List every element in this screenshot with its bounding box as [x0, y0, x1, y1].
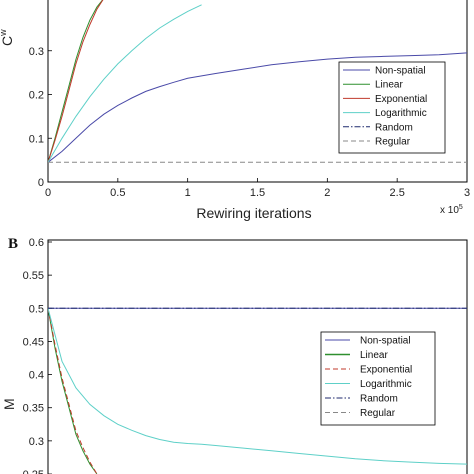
- panel-a-legend-label: Regular: [375, 137, 411, 148]
- panel-a-xtick-label: 0: [45, 187, 51, 199]
- panel-a-x-multiplier-base: x 10: [440, 205, 459, 216]
- panel-a-legend-label: Random: [375, 122, 413, 133]
- panel-a-series-non-spatial: [48, 52, 467, 163]
- panel-a-ytick-label: 0.3: [29, 46, 44, 58]
- panel-a-xtick-label: 1: [185, 187, 191, 199]
- panel-b-legend-label: Linear: [360, 350, 388, 361]
- panel-b-ytick-label: 0.25: [23, 469, 44, 474]
- panel-b-series-logarithmic: [48, 308, 467, 465]
- panel-a-xtick-label: 2.5: [390, 187, 405, 199]
- panel-b-legend-label: Random: [360, 394, 398, 405]
- panel-b-ytick-label: 0.3: [29, 436, 44, 448]
- panel-a-chart: 0 0.5 1 1.5 2 2.5 3 0 0.1 0.2 0.3 Cw Rewiring ite…: [0, 0, 470, 221]
- panel-a-ylabel-sup: w: [0, 29, 8, 37]
- panel-b-legend-box: [320, 331, 436, 426]
- panel-a-legend: Non-spatial Linear Exponential Logarithmic R…: [338, 61, 446, 154]
- panel-b-ytick-label: 0.6: [29, 237, 44, 249]
- panel-b-label: B: [8, 236, 18, 252]
- panel-a-legend-label: Logarithmic: [375, 108, 427, 119]
- panel-b-series-exponential: [48, 308, 98, 474]
- panel-a-xtick-label: 2: [324, 187, 330, 199]
- panel-b-axes-frame: [47, 239, 468, 474]
- panel-b-ytick-label: 0.5: [29, 303, 44, 315]
- panel-a-series-linear: [48, 0, 104, 163]
- panel-a-ytick-label: 0.1: [29, 133, 44, 145]
- panel-a-legend-label: Exponential: [375, 94, 427, 105]
- panel-a-ylabel: Cw: [0, 29, 15, 46]
- panel-a-ytick-label: 0.2: [29, 90, 44, 102]
- panel-b-ytick-label: 0.55: [23, 270, 44, 282]
- panel-a-x-multiplier-exp: 5: [459, 204, 463, 211]
- panel-a-xtick-label: 3: [464, 187, 470, 199]
- panel-b-ytick-label: 0.35: [23, 403, 44, 415]
- panel-a-series-exponential: [48, 0, 104, 163]
- panel-a-legend-label: Linear: [375, 80, 403, 91]
- panel-a-xtick-label: 0.5: [110, 187, 125, 199]
- panel-b-legend: Non-spatial Linear Exponential Logarithmic R…: [320, 331, 436, 426]
- panel-b-series-linear: [48, 308, 98, 474]
- panel-a-series-logarithmic: [48, 4, 202, 163]
- panel-b-legend-label: Regular: [360, 408, 396, 419]
- panel-b-legend-label: Exponential: [360, 365, 412, 376]
- panel-a-legend-box: [338, 61, 446, 154]
- panel-a-ytick-label: 0: [38, 177, 44, 189]
- panel-b-chart: B 0.25 0.3 0.35 0.4 0.45 0.5 0.55 0.6 M Non-spa…: [1, 236, 468, 474]
- panel-a-x-multiplier: x 105: [440, 204, 463, 216]
- panel-b-ylabel: M: [1, 398, 17, 410]
- panel-a-xtick-label: 1.5: [250, 187, 265, 199]
- panel-b-legend-label: Non-spatial: [360, 336, 411, 347]
- panel-b-ytick-label: 0.4: [29, 370, 44, 382]
- panel-a-xlabel: Rewiring iterations: [196, 205, 311, 221]
- panel-b-legend-label: Logarithmic: [360, 379, 412, 390]
- panel-b-ytick-label: 0.45: [23, 336, 44, 348]
- panel-a-ylabel-main: C: [0, 36, 15, 46]
- panel-a-legend-label: Non-spatial: [375, 66, 426, 77]
